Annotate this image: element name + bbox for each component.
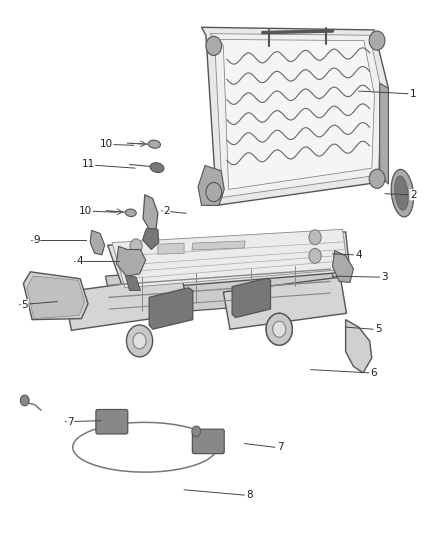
Text: 1: 1 — [410, 88, 417, 99]
Polygon shape — [346, 320, 372, 373]
Text: 2: 2 — [163, 206, 170, 216]
Polygon shape — [332, 251, 353, 282]
Polygon shape — [64, 276, 188, 330]
Ellipse shape — [125, 209, 136, 216]
Polygon shape — [158, 243, 184, 254]
Text: 3: 3 — [381, 272, 388, 282]
Text: 7: 7 — [277, 442, 283, 452]
Text: 11: 11 — [81, 159, 95, 169]
Text: 5: 5 — [375, 324, 381, 334]
Polygon shape — [143, 228, 159, 249]
Text: 9: 9 — [33, 235, 40, 245]
Circle shape — [20, 395, 29, 406]
Text: 10: 10 — [79, 206, 92, 216]
FancyBboxPatch shape — [192, 429, 224, 454]
Text: 8: 8 — [246, 490, 253, 500]
FancyBboxPatch shape — [96, 409, 128, 434]
Text: 5: 5 — [21, 300, 28, 310]
Polygon shape — [125, 275, 141, 290]
Polygon shape — [219, 39, 374, 189]
Polygon shape — [108, 232, 350, 290]
Circle shape — [266, 313, 292, 345]
Polygon shape — [106, 260, 337, 317]
Polygon shape — [201, 27, 389, 205]
Polygon shape — [149, 288, 193, 329]
Ellipse shape — [150, 163, 164, 173]
Polygon shape — [223, 277, 346, 329]
Polygon shape — [90, 230, 105, 255]
Circle shape — [266, 313, 292, 345]
Circle shape — [130, 239, 142, 254]
Polygon shape — [210, 34, 381, 197]
Polygon shape — [27, 276, 85, 319]
Text: 10: 10 — [100, 139, 113, 149]
Ellipse shape — [391, 169, 413, 217]
Polygon shape — [380, 83, 389, 184]
Circle shape — [309, 248, 321, 263]
Polygon shape — [232, 278, 271, 318]
Circle shape — [369, 169, 385, 188]
Polygon shape — [143, 195, 158, 230]
Ellipse shape — [395, 176, 408, 211]
Circle shape — [369, 31, 385, 50]
Polygon shape — [192, 241, 245, 250]
Text: 4: 4 — [355, 250, 362, 260]
Polygon shape — [23, 272, 88, 320]
Circle shape — [273, 321, 286, 337]
Circle shape — [127, 325, 152, 357]
Text: 7: 7 — [67, 417, 74, 427]
Circle shape — [309, 230, 321, 245]
Circle shape — [206, 182, 222, 201]
Polygon shape — [198, 165, 224, 205]
Circle shape — [133, 333, 146, 349]
Polygon shape — [117, 246, 146, 276]
Circle shape — [130, 259, 142, 274]
Circle shape — [206, 36, 222, 55]
Circle shape — [192, 426, 201, 437]
Text: 2: 2 — [410, 190, 417, 200]
Ellipse shape — [148, 140, 160, 148]
Text: 6: 6 — [371, 368, 377, 378]
Text: 4: 4 — [76, 256, 83, 266]
Polygon shape — [112, 229, 348, 288]
